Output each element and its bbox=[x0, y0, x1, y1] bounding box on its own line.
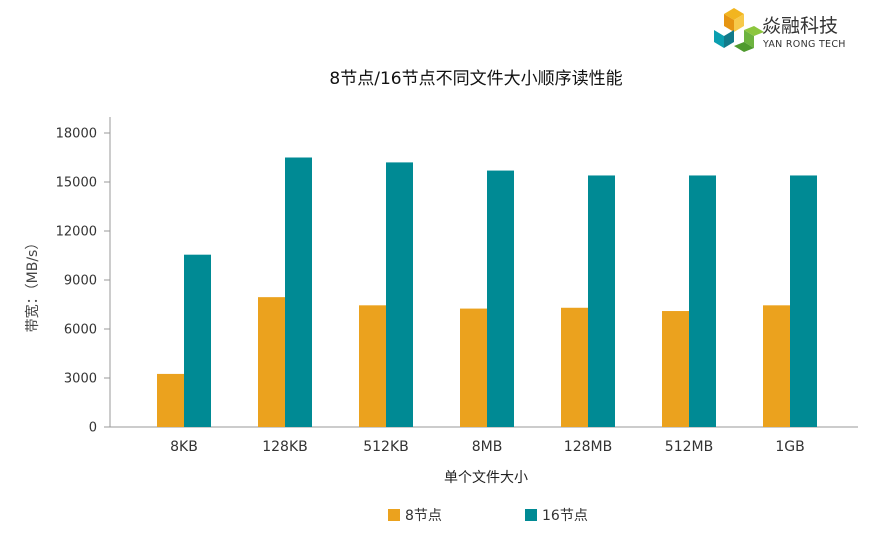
bar-series-16-1gb bbox=[790, 175, 817, 427]
y-tick-label: 3000 bbox=[64, 372, 97, 387]
legend-label: 16节点 bbox=[542, 508, 588, 524]
bar-series-16-128mb bbox=[588, 175, 615, 427]
x-tick-label: 1GB bbox=[775, 439, 804, 455]
bar-series-8-8mb bbox=[460, 308, 487, 427]
y-axis-label: 带宽：（MB/s） bbox=[24, 236, 41, 333]
bar-series-8-512mb bbox=[662, 311, 689, 427]
legend-label: 8节点 bbox=[405, 508, 442, 524]
y-tick-label: 15000 bbox=[56, 176, 97, 191]
bar-series-16-128kb bbox=[285, 157, 312, 427]
x-axis-ticks: 8KB 128KB 512KB 8MB 128MB 512MB 1GB bbox=[170, 439, 805, 455]
brand-logo: 焱融科技 YAN RONG TECH bbox=[714, 8, 846, 52]
y-tick-label: 6000 bbox=[64, 323, 97, 338]
bar-series-8-8kb bbox=[157, 373, 184, 427]
logo-mark-icon bbox=[714, 8, 764, 52]
bar-series-16-8kb bbox=[184, 254, 211, 427]
logo-name-en: YAN RONG TECH bbox=[762, 39, 846, 50]
legend: 8节点 16节点 bbox=[388, 508, 588, 524]
bar-series-8-128mb bbox=[561, 307, 588, 427]
bar-series-16-512kb bbox=[386, 162, 413, 427]
legend-swatch bbox=[525, 509, 537, 521]
legend-swatch bbox=[388, 509, 400, 521]
x-tick-label: 128KB bbox=[262, 439, 308, 455]
x-tick-label: 512KB bbox=[363, 439, 409, 455]
chart-title: 8节点/16节点不同文件大小顺序读性能 bbox=[329, 69, 622, 89]
y-tick-label: 9000 bbox=[64, 274, 97, 289]
x-axis-label: 单个文件大小 bbox=[444, 470, 528, 486]
bar-series-8-512kb bbox=[359, 305, 386, 427]
bar-series-16-512mb bbox=[689, 175, 716, 427]
x-tick-label: 512MB bbox=[665, 439, 713, 455]
y-tick-label: 18000 bbox=[56, 127, 97, 142]
bar-series-8-128kb bbox=[258, 297, 285, 427]
y-tick-label: 0 bbox=[89, 421, 97, 436]
x-tick-label: 128MB bbox=[564, 439, 612, 455]
y-axis-ticks: 0 3000 6000 9000 12000 15000 18000 bbox=[56, 127, 110, 436]
x-tick-label: 8MB bbox=[472, 439, 503, 455]
bar-series-8-1gb bbox=[763, 305, 790, 427]
x-tick-label: 8KB bbox=[170, 439, 198, 455]
bars bbox=[157, 157, 817, 428]
y-tick-label: 12000 bbox=[56, 225, 97, 240]
logo-name-cn: 焱融科技 bbox=[762, 15, 838, 37]
bar-series-16-8mb bbox=[487, 170, 514, 428]
